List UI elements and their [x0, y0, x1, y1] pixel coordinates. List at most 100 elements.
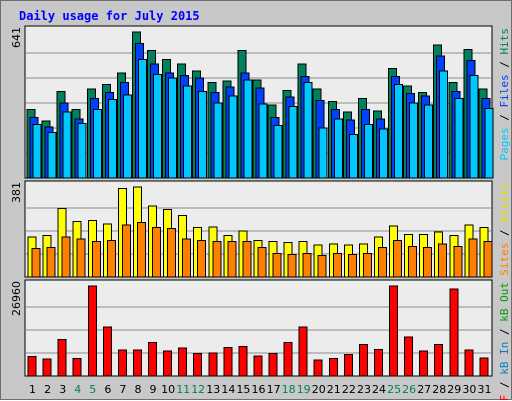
- sites-bar: [483, 241, 493, 278]
- kb-f-bar: [87, 285, 97, 377]
- sites-bar: [152, 226, 161, 278]
- x-tick-label: 9: [150, 383, 157, 396]
- pages-bar: [288, 105, 298, 179]
- kb-f-bar: [358, 343, 368, 377]
- sites-bar: [121, 224, 131, 278]
- sites-bar: [423, 247, 433, 278]
- pages-bar: [333, 118, 343, 179]
- sites-bar: [76, 238, 86, 278]
- pages-bar: [424, 104, 434, 179]
- legend-entry: Visits: [498, 183, 511, 223]
- x-tick-label: 24: [372, 383, 386, 396]
- pages-bar: [198, 90, 208, 179]
- pages-bar: [47, 131, 57, 179]
- pages-bar: [213, 102, 223, 179]
- legend-entry: Sites: [498, 243, 511, 276]
- sites-bar: [182, 238, 192, 278]
- kb-f-bar: [57, 339, 67, 377]
- x-tick-label: 26: [402, 383, 416, 396]
- x-tick-label: 22: [342, 383, 356, 396]
- sites-bar: [61, 236, 71, 278]
- sites-bar: [302, 252, 312, 278]
- sites-bar: [242, 241, 252, 278]
- legend-entry: /: [498, 223, 511, 243]
- legend-entry: /: [498, 375, 511, 395]
- sites-bar: [347, 254, 357, 278]
- sites-bar: [408, 245, 418, 278]
- kb-f-bar: [27, 355, 37, 377]
- kb-f-bar: [283, 341, 293, 377]
- x-tick-label: 7: [119, 383, 126, 396]
- kb-f-bar: [72, 357, 82, 377]
- x-tick-label: 11: [176, 383, 190, 396]
- kb-f-bar: [253, 355, 263, 377]
- legend-entry: kB F: [498, 395, 511, 401]
- kb-f-bar: [268, 353, 278, 377]
- x-tick-label: 21: [327, 383, 341, 396]
- kb-f-bar: [178, 347, 188, 377]
- pages-bar: [32, 124, 42, 179]
- kb-f-bar: [419, 350, 429, 377]
- kb-f-bar: [479, 357, 489, 377]
- sites-bar: [31, 248, 41, 278]
- sites-bar: [167, 228, 177, 278]
- legend-entry: kB In: [498, 342, 511, 375]
- pages-bar: [379, 128, 388, 179]
- x-tick-label: 25: [387, 383, 401, 396]
- kb-f-bar: [343, 353, 353, 377]
- kb-f-bar: [42, 358, 52, 377]
- kb-f-bar: [223, 346, 233, 377]
- pages-bar: [62, 111, 72, 179]
- pages-bar: [258, 103, 268, 179]
- kb-f-bar: [193, 353, 203, 377]
- kb-f-bar: [208, 352, 218, 377]
- x-tick-label: 3: [59, 383, 66, 396]
- pages-bar: [228, 95, 238, 179]
- pages-bar: [138, 59, 147, 179]
- kb-f-bar: [298, 326, 308, 377]
- x-tick-label: 19: [297, 383, 311, 396]
- legend-entry: Hits: [498, 28, 511, 55]
- pages-bar: [183, 85, 193, 179]
- x-tick-label: 5: [89, 383, 96, 396]
- x-tick-label: 16: [252, 383, 266, 396]
- sites-bar: [212, 241, 222, 278]
- legend-bottom: kB F / kB In / kB Out: [498, 282, 511, 401]
- kb-f-bar: [148, 341, 157, 377]
- sites-bar: [46, 247, 56, 278]
- legend-entry: /: [498, 108, 511, 128]
- kb-f-bar: [238, 345, 248, 377]
- x-tick-label: 10: [161, 383, 175, 396]
- x-tick-label: 6: [104, 383, 111, 396]
- x-tick-label: 29: [447, 383, 461, 396]
- chart-title: Daily usage for July 2015: [19, 9, 200, 23]
- sites-bar: [197, 239, 207, 278]
- pages-bar: [484, 108, 494, 179]
- kb-f-bar: [117, 349, 127, 377]
- x-tick-label: 8: [135, 383, 142, 396]
- pages-bar: [153, 73, 162, 179]
- x-tick-label: 18: [282, 383, 296, 396]
- legend-top: Pages / Files / Hits: [498, 28, 511, 161]
- kb-f-bar: [102, 326, 112, 377]
- x-tick-label: 20: [312, 383, 326, 396]
- sites-bar: [378, 247, 387, 278]
- x-tick-label: 15: [236, 383, 250, 396]
- x-tick-label: 17: [267, 383, 281, 396]
- kb-f-bar: [313, 359, 323, 377]
- sites-bar: [362, 252, 372, 278]
- kb-f-bar: [133, 349, 142, 377]
- x-tick-label: 2: [44, 383, 51, 396]
- pages-bar: [303, 81, 313, 179]
- pages-bar: [348, 134, 358, 179]
- legend-entry: Files: [498, 74, 511, 107]
- x-tick-label: 12: [191, 383, 205, 396]
- pages-bar: [122, 94, 132, 179]
- x-tick-label: 13: [206, 383, 220, 396]
- pages-bar: [92, 109, 102, 179]
- legend-entry: Pages: [498, 127, 511, 160]
- pages-bar: [409, 102, 419, 179]
- legend-middle: Sites / Visits: [498, 183, 511, 276]
